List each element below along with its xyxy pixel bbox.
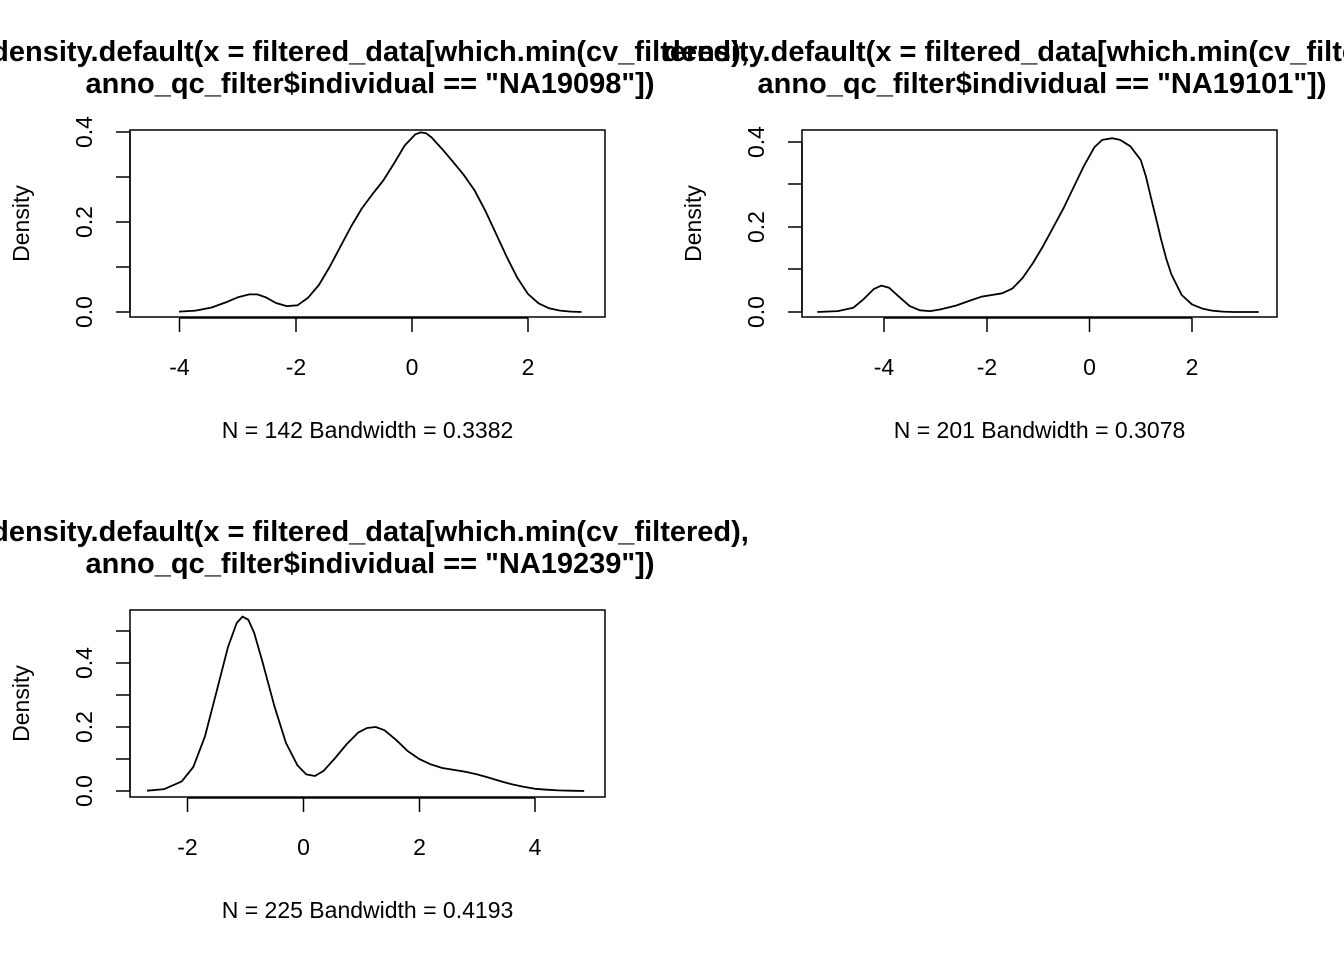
y-axis-label: Density (8, 185, 34, 262)
panel-title-line1: density.default(x = filtered_data[which.… (663, 36, 1344, 68)
y-tick-label: 0.0 (71, 296, 97, 328)
y-axis-label: Density (680, 185, 706, 262)
density-panel-2: density.default(x = filtered_data[which.… (663, 36, 1344, 443)
density-panel-3: density.default(x = filtered_data[which.… (0, 516, 749, 923)
x-tick-label: 0 (1083, 354, 1096, 380)
x-tick-label: -4 (169, 354, 190, 380)
y-tick-label: 0.0 (743, 296, 769, 328)
plot-box (129, 129, 606, 318)
y-tick-label: 0.2 (71, 711, 97, 743)
y-tick-label: 0.2 (743, 211, 769, 243)
y-tick-label: 0.0 (71, 775, 97, 807)
panel-title-line2: anno_qc_filter$individual == "NA19098"]) (85, 68, 654, 100)
panel-title-line1: density.default(x = filtered_data[which.… (0, 516, 749, 548)
x-tick-label: 2 (413, 834, 426, 860)
plot-box (129, 609, 606, 798)
panel-title-line2: anno_qc_filter$individual == "NA19239"]) (85, 548, 654, 580)
x-axis-label: N = 201 Bandwidth = 0.3078 (894, 417, 1186, 443)
x-tick-label: -2 (977, 354, 997, 380)
panel-title-line2: anno_qc_filter$individual == "NA19101"]) (757, 68, 1326, 100)
x-tick-label: 2 (1186, 354, 1199, 380)
x-tick-label: -2 (286, 354, 306, 380)
x-tick-label: 0 (406, 354, 419, 380)
y-axis-label: Density (8, 665, 34, 742)
density-curve (146, 615, 585, 792)
x-axis-label: N = 225 Bandwidth = 0.4193 (222, 897, 514, 923)
y-tick-label: 0.2 (71, 206, 97, 238)
y-tick-label: 0.4 (71, 647, 97, 679)
x-tick-label: -4 (874, 354, 895, 380)
x-axis-label: N = 142 Bandwidth = 0.3382 (222, 417, 514, 443)
y-tick-label: 0.4 (71, 116, 97, 148)
density-panel-1: density.default(x = filtered_data[which.… (0, 36, 749, 443)
y-tick-label: 0.4 (743, 126, 769, 158)
panel-title-line1: density.default(x = filtered_data[which.… (0, 36, 749, 68)
x-tick-label: 0 (297, 834, 310, 860)
x-tick-label: 2 (522, 354, 535, 380)
x-tick-label: 4 (529, 834, 542, 860)
x-tick-label: -2 (177, 834, 197, 860)
density-curve (178, 131, 582, 313)
density-curve (817, 137, 1259, 313)
